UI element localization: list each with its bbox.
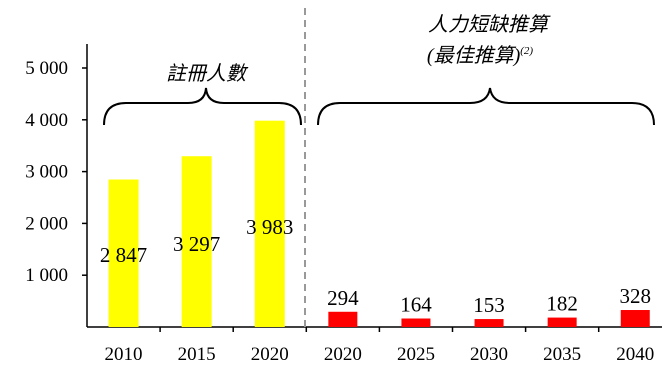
- group-title-shortage: 人力短缺推算: [428, 14, 551, 36]
- x-ticks: 2010 2015 2020 2020 2025 2030 2035 2040: [105, 327, 654, 365]
- superscript-note: (2): [520, 45, 533, 57]
- bar-shortage: [474, 319, 504, 327]
- bar-value-label: 164: [400, 293, 432, 317]
- y-tick-label: 2 000: [25, 213, 68, 234]
- bar-value-label: 328: [620, 284, 652, 308]
- x-tick-label: 2020: [251, 344, 289, 365]
- bar-value-label: 153: [473, 293, 505, 317]
- bar-shortage: [620, 310, 650, 327]
- bar-registered: [254, 120, 285, 327]
- bar-labels: 2 847 3 297 3 983 294 164 153 182 328: [100, 215, 651, 317]
- brace-shortage: [317, 87, 655, 126]
- y-ticks: 1 000 2 000 3 000 4 000 5 000: [25, 58, 87, 286]
- x-tick-label: 2010: [105, 344, 143, 365]
- bar-value-label: 2 847: [100, 243, 147, 267]
- y-tick-label: 3 000: [25, 162, 68, 183]
- bar-shortage: [547, 317, 577, 327]
- bar-value-label: 294: [327, 286, 359, 310]
- group-title-registered: 註冊人數: [166, 63, 249, 85]
- x-tick-label: 2020: [324, 344, 362, 365]
- x-tick-label: 2030: [470, 344, 508, 365]
- bar-value-label: 3 297: [173, 232, 220, 256]
- y-tick-label: 1 000: [25, 265, 68, 286]
- bar-value-label: 182: [546, 292, 578, 316]
- y-tick-label: 5 000: [25, 58, 68, 79]
- x-tick-label: 2035: [543, 344, 581, 365]
- x-tick-label: 2015: [178, 344, 216, 365]
- x-tick-label: 2040: [616, 344, 654, 365]
- bar-shortage: [401, 318, 431, 327]
- bars: [108, 120, 650, 327]
- x-tick-label: 2025: [397, 344, 435, 365]
- brace-registered: [103, 87, 302, 126]
- bar-registered: [108, 179, 139, 327]
- bar-registered: [181, 156, 212, 327]
- group-subtitle-shortage: (最佳推算)(2): [427, 45, 533, 67]
- y-tick-label: 4 000: [25, 110, 68, 131]
- bar-value-label: 3 983: [246, 215, 293, 239]
- bar-shortage: [328, 311, 358, 327]
